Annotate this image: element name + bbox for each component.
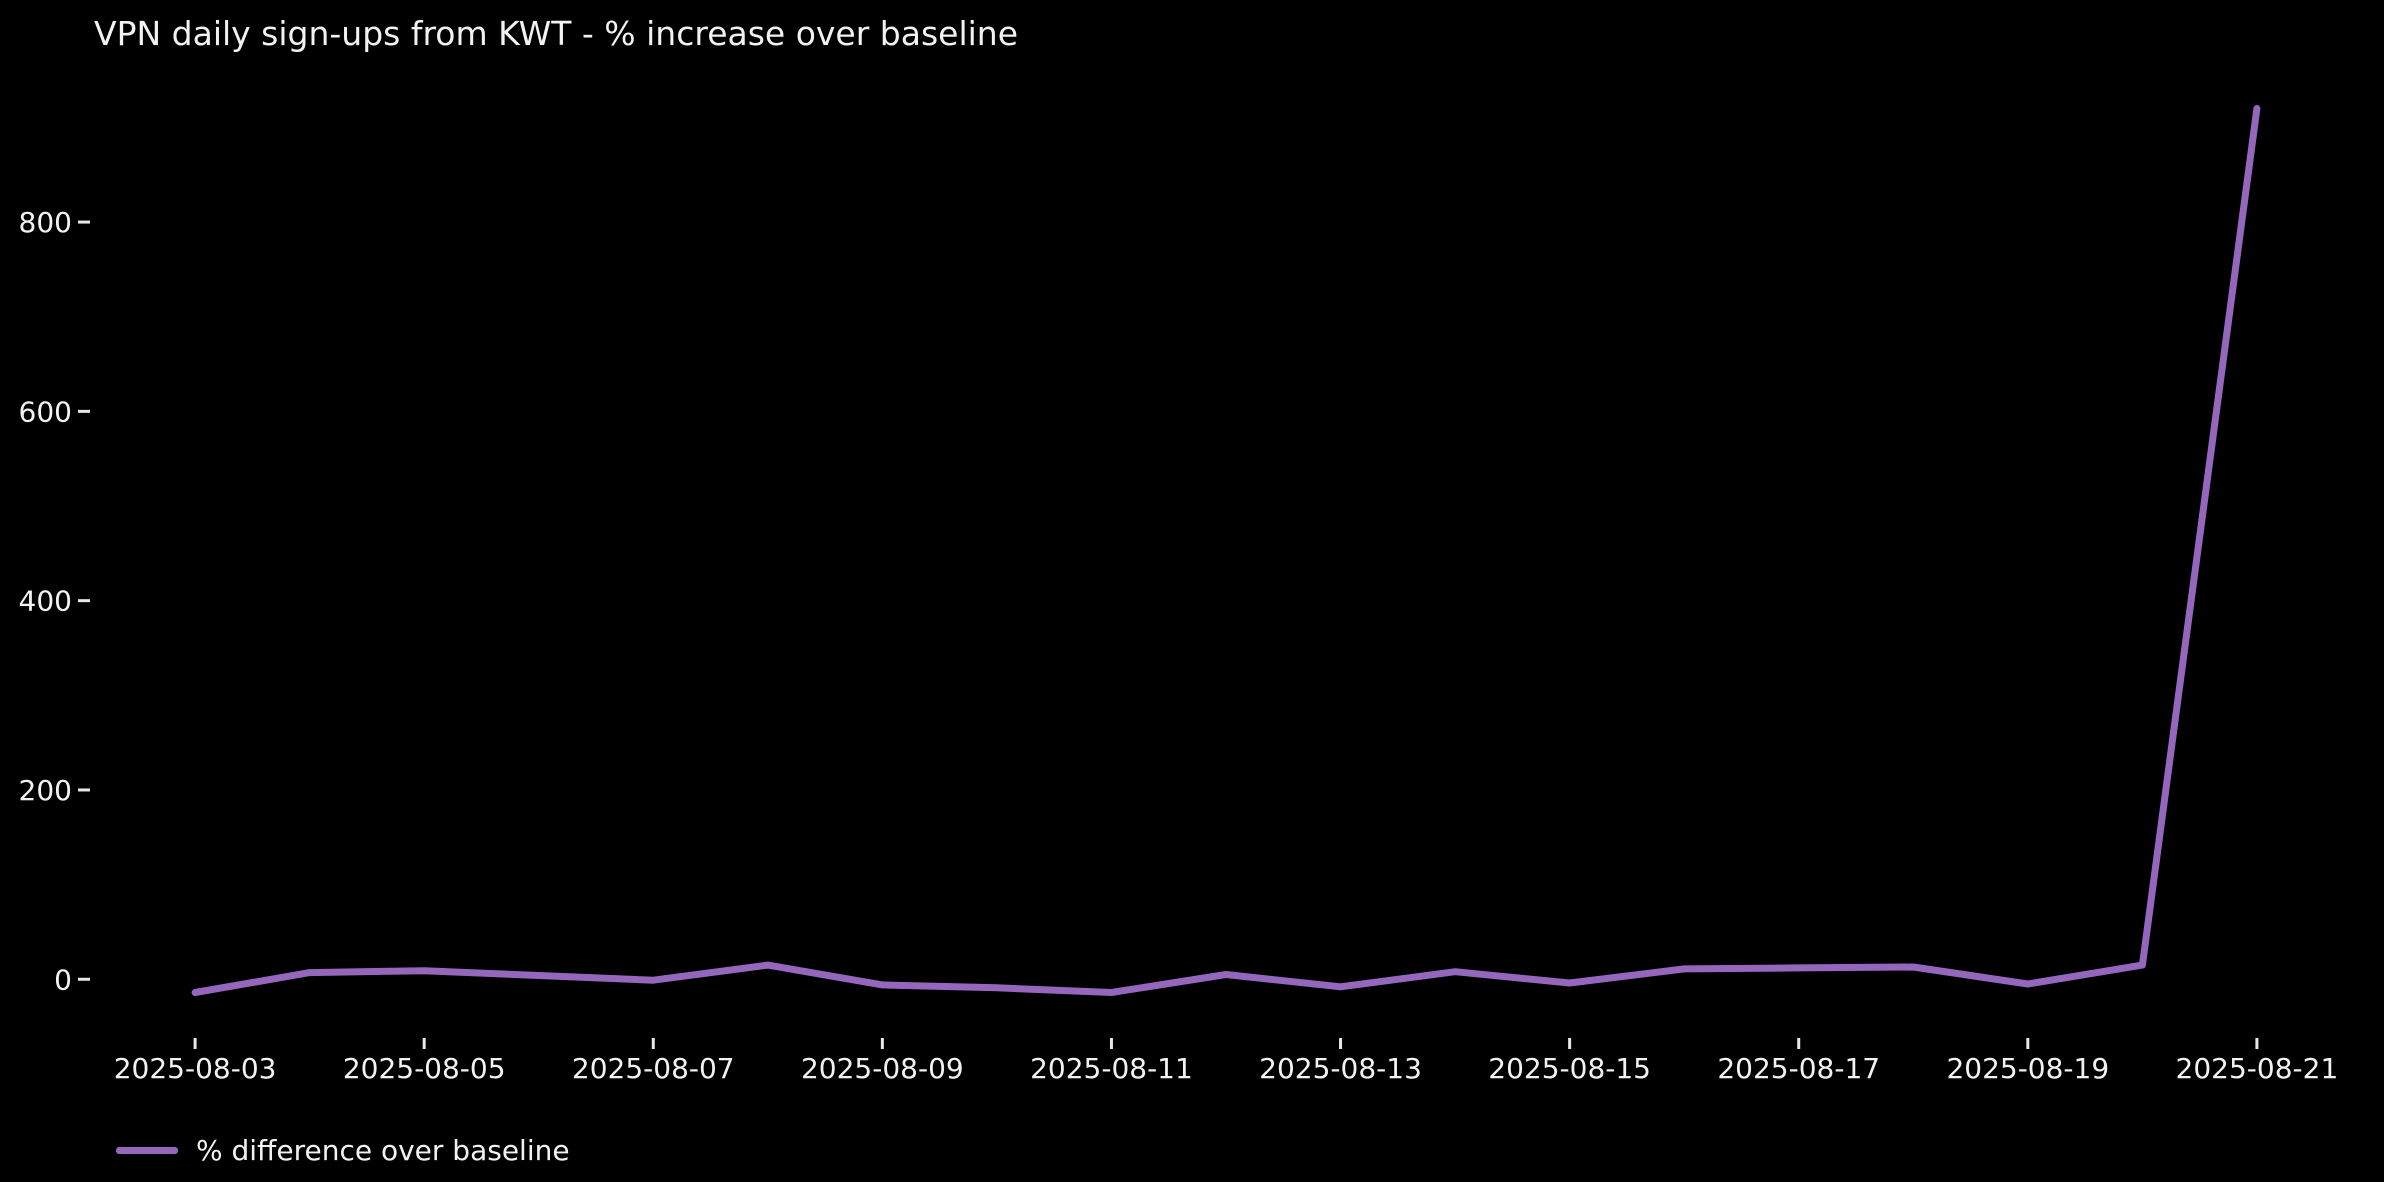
chart-title: VPN daily sign-ups from KWT - % increase… xyxy=(94,14,1018,53)
data-line xyxy=(191,105,2261,996)
x-tick-label: 2025-08-21 xyxy=(2176,1052,2339,1085)
x-tick-label: 2025-08-11 xyxy=(1030,1052,1193,1085)
x-tick-label: 2025-08-19 xyxy=(1946,1052,2109,1085)
x-tick-label: 2025-08-05 xyxy=(343,1052,506,1085)
x-tick-label: 2025-08-13 xyxy=(1259,1052,1422,1085)
x-tick-label: 2025-08-09 xyxy=(801,1052,964,1085)
legend: % difference over baseline xyxy=(116,1128,570,1172)
y-tick-label: 600 xyxy=(19,395,72,428)
y-tick-label: 200 xyxy=(19,774,72,807)
x-tick-label: 2025-08-17 xyxy=(1717,1052,1880,1085)
x-tick-label: 2025-08-07 xyxy=(572,1052,735,1085)
x-tick-label: 2025-08-15 xyxy=(1488,1052,1651,1085)
legend-line-swatch xyxy=(116,1146,178,1154)
y-tick-label: 0 xyxy=(54,963,72,996)
y-tick-label: 800 xyxy=(19,206,72,239)
x-tick-label: 2025-08-03 xyxy=(114,1052,277,1085)
y-tick-label: 400 xyxy=(19,585,72,618)
legend-label: % difference over baseline xyxy=(196,1133,570,1167)
